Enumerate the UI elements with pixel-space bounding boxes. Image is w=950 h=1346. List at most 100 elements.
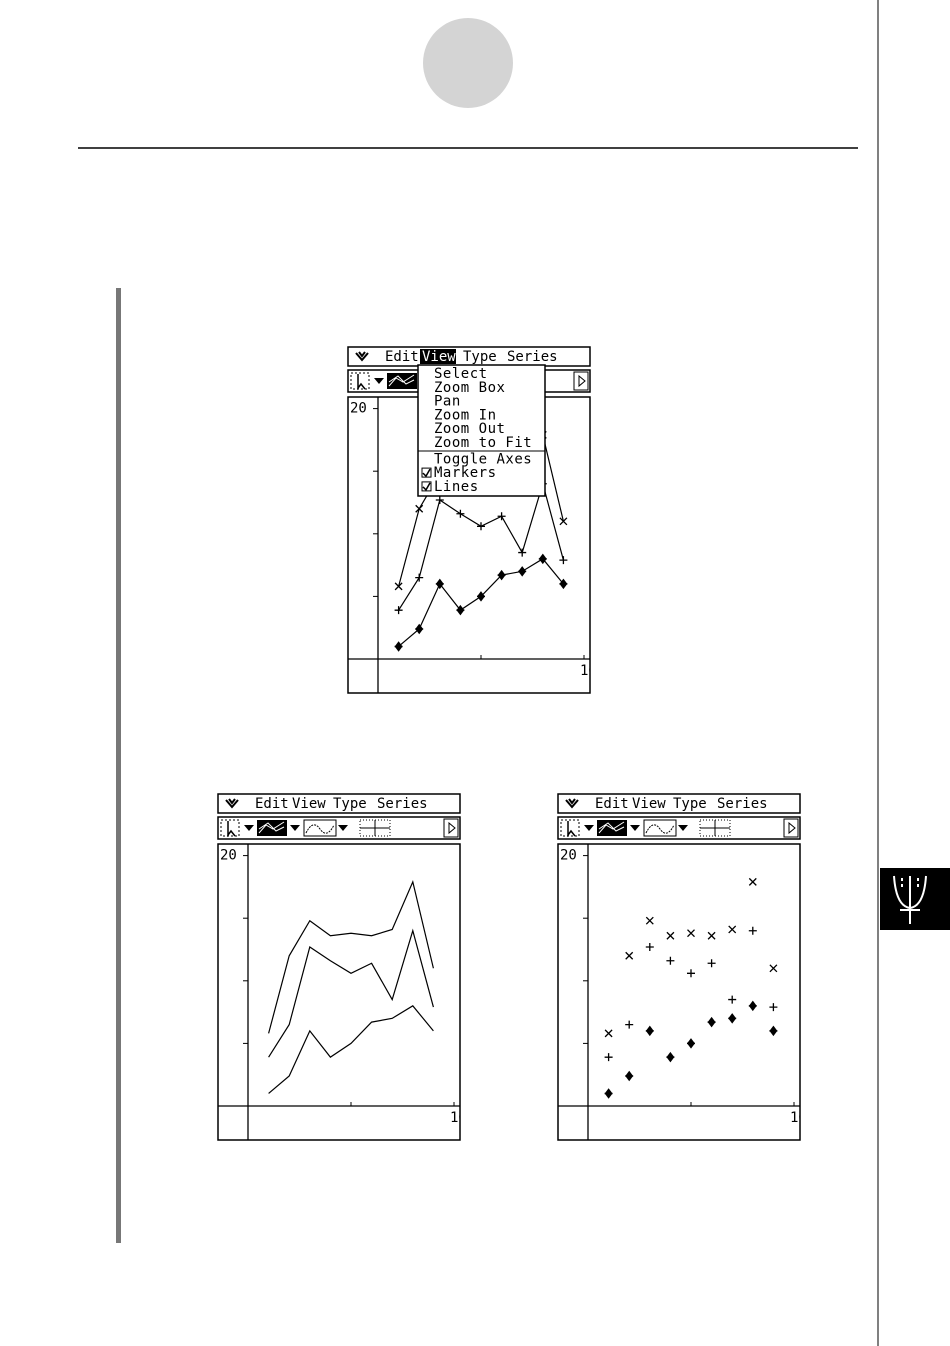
checkmark: [422, 468, 431, 478]
marker-plus: [394, 606, 403, 615]
marker-x: [748, 877, 757, 886]
tool-dropdown: [584, 825, 594, 831]
tool-curve-icon: [305, 824, 335, 834]
marker-diamond: [415, 623, 424, 635]
x-tick-label: 10: [580, 663, 597, 679]
marker-plus: [748, 926, 757, 935]
step-bar: [116, 288, 121, 1243]
marker-plus: [728, 995, 737, 1004]
menu-item: View: [422, 349, 456, 365]
checkmark: [422, 482, 431, 492]
marker-diamond: [559, 578, 568, 590]
view-menu-item: Pan: [434, 394, 461, 410]
marker-plus: [456, 509, 465, 518]
tool-cursor: [227, 821, 236, 838]
marker-diamond: [707, 1016, 716, 1028]
menu-item: Edit: [385, 349, 419, 365]
plot-frame: [557, 843, 801, 1141]
tool-scroll-arrow: [448, 821, 456, 835]
marker-plus: [497, 512, 506, 521]
y-tick-label: 20: [560, 848, 577, 864]
marker-diamond: [394, 641, 403, 652]
marker-x: [559, 517, 568, 526]
view-menu-item: Select: [434, 366, 488, 382]
menu-item: Type: [673, 796, 707, 812]
tool-graph-icon: [388, 374, 415, 387]
tool-select: [220, 819, 240, 837]
tool-cursor: [567, 821, 576, 838]
menu-bar: [557, 793, 801, 814]
menu-icon: [355, 351, 369, 362]
marker-plus: [435, 495, 444, 504]
marker-x: [728, 925, 737, 934]
marker-plus: [559, 556, 568, 565]
view-menu: [417, 364, 546, 497]
menu-highlight: [420, 349, 456, 364]
marker-diamond: [518, 566, 527, 577]
tool-grid-icon: [700, 820, 730, 836]
chapter-circle: [423, 18, 513, 108]
marker-diamond: [728, 1013, 737, 1024]
tool-curve: [303, 819, 337, 837]
tool-grid-icon: [360, 820, 390, 836]
tool-dropdown: [338, 825, 348, 831]
toolbar: [217, 816, 461, 840]
menu-item: Type: [333, 796, 367, 812]
tool-scroll-arrow: [578, 374, 586, 388]
marker-diamond: [435, 578, 444, 590]
menu-item: Type: [463, 349, 497, 365]
marker-x: [415, 504, 424, 513]
series-line: [268, 928, 434, 1058]
view-menu-item: Zoom to Fit: [434, 435, 532, 451]
marker-x: [769, 964, 778, 973]
marker-plus: [625, 1020, 634, 1029]
menu-item: Edit: [255, 796, 289, 812]
checkbox: [421, 467, 432, 478]
chapter-tab: [880, 868, 950, 930]
marker-plus: [666, 956, 675, 965]
menu-item: Edit: [595, 796, 629, 812]
marker-x: [604, 1029, 613, 1038]
marker-x: [707, 931, 716, 940]
marker-diamond: [666, 1051, 675, 1063]
tool-graph-icon: [258, 821, 285, 834]
marker-diamond: [769, 1025, 778, 1037]
tool-select: [560, 819, 580, 837]
menu-item: View: [632, 796, 666, 812]
tool-dropdown: [244, 825, 254, 831]
view-menu-item: Markers: [434, 465, 497, 481]
marker-diamond: [538, 553, 547, 565]
marker-plus: [604, 1053, 613, 1062]
tool-dropdown: [678, 825, 688, 831]
plot-frame: [217, 843, 461, 1141]
tool-dropdown: [290, 825, 300, 831]
tool-dropdown: [630, 825, 640, 831]
view-menu-item: Zoom Box: [434, 380, 505, 396]
marker-diamond: [625, 1070, 634, 1082]
menu-item: Series: [377, 796, 428, 812]
marker-plus: [687, 969, 695, 978]
y-tick-label: 20: [350, 401, 367, 417]
toolbar: [557, 816, 801, 840]
menu-item: View: [292, 796, 326, 812]
tool-curve-icon: [645, 824, 675, 834]
marker-diamond: [645, 1025, 654, 1037]
marker-diamond: [456, 604, 465, 616]
tab-icon: [893, 875, 927, 924]
menu-item: Series: [507, 349, 558, 365]
marker-diamond: [748, 1000, 757, 1012]
tool-graph-icon: [598, 821, 625, 834]
marker-x: [687, 929, 695, 938]
marker-x: [625, 951, 634, 960]
tool-dropdown: [374, 378, 384, 384]
marker-x: [645, 916, 654, 925]
view-menu-item: Toggle Axes: [434, 451, 532, 467]
marker-plus: [645, 942, 654, 951]
view-menu-item: Zoom Out: [434, 421, 505, 437]
menu-icon: [225, 798, 239, 809]
x-tick-label: 10: [790, 1110, 807, 1126]
